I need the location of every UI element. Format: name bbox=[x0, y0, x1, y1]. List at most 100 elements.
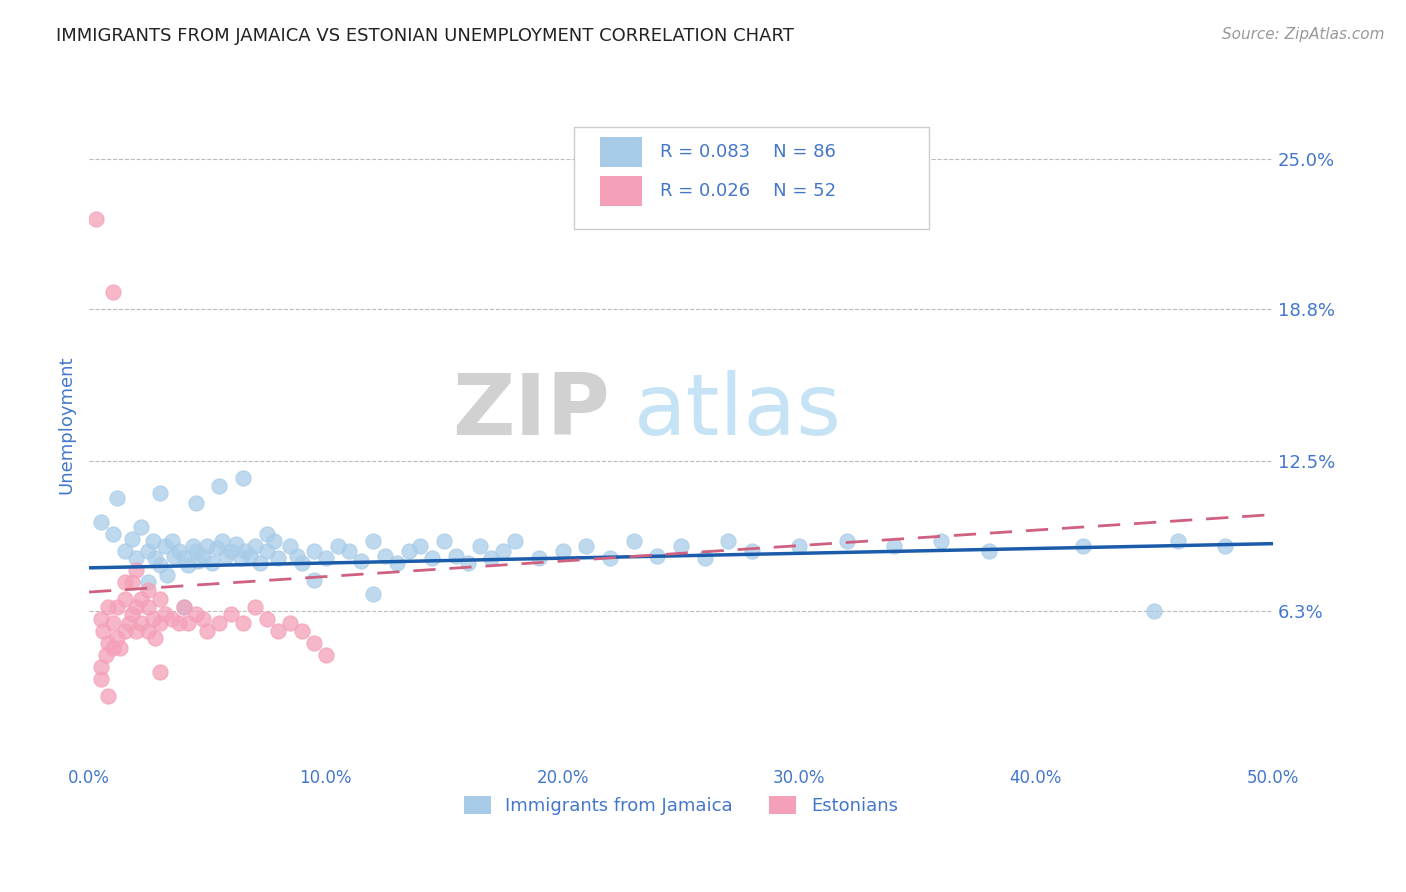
Point bbox=[669, 539, 692, 553]
Point bbox=[136, 582, 159, 597]
Point bbox=[187, 553, 209, 567]
Point bbox=[101, 616, 124, 631]
Point bbox=[197, 539, 219, 553]
Point bbox=[481, 551, 503, 566]
Point bbox=[160, 534, 183, 549]
Point bbox=[433, 534, 456, 549]
Point bbox=[693, 551, 716, 566]
Point bbox=[149, 486, 172, 500]
Point bbox=[385, 556, 408, 570]
Point bbox=[835, 534, 858, 549]
Point bbox=[291, 624, 314, 638]
Point bbox=[503, 534, 526, 549]
Point bbox=[143, 551, 166, 566]
Point bbox=[121, 532, 143, 546]
Point bbox=[136, 544, 159, 558]
Text: Source: ZipAtlas.com: Source: ZipAtlas.com bbox=[1222, 27, 1385, 42]
Point bbox=[107, 599, 129, 614]
Point bbox=[107, 631, 129, 645]
Point bbox=[398, 544, 420, 558]
Point bbox=[160, 612, 183, 626]
Point bbox=[468, 539, 491, 553]
Point bbox=[315, 551, 337, 566]
Point bbox=[177, 558, 200, 573]
Point bbox=[211, 534, 233, 549]
Point bbox=[91, 624, 114, 638]
Point bbox=[225, 536, 247, 550]
Text: R = 0.083    N = 86: R = 0.083 N = 86 bbox=[659, 143, 835, 161]
Point bbox=[219, 607, 242, 621]
Point bbox=[136, 599, 159, 614]
Y-axis label: Unemployment: Unemployment bbox=[58, 356, 75, 494]
Point bbox=[1213, 539, 1236, 553]
Point bbox=[114, 624, 136, 638]
Point bbox=[97, 636, 120, 650]
Point bbox=[326, 539, 349, 553]
Point bbox=[153, 539, 176, 553]
Point bbox=[444, 549, 467, 563]
Point bbox=[153, 607, 176, 621]
Point bbox=[191, 612, 214, 626]
Legend: Immigrants from Jamaica, Estonians: Immigrants from Jamaica, Estonians bbox=[457, 789, 905, 822]
Point bbox=[208, 616, 231, 631]
Point bbox=[129, 519, 152, 533]
Point bbox=[977, 544, 1000, 558]
Point bbox=[125, 551, 148, 566]
Point bbox=[108, 640, 131, 655]
Point bbox=[599, 551, 621, 566]
Point bbox=[256, 612, 278, 626]
Point bbox=[94, 648, 117, 662]
Point bbox=[107, 491, 129, 505]
Point bbox=[278, 616, 301, 631]
Point bbox=[929, 534, 952, 549]
Point bbox=[90, 672, 112, 686]
Point bbox=[118, 616, 141, 631]
Point bbox=[97, 689, 120, 703]
Point bbox=[315, 648, 337, 662]
Point bbox=[256, 527, 278, 541]
Point bbox=[173, 599, 195, 614]
Point bbox=[302, 544, 325, 558]
Point bbox=[232, 616, 254, 631]
Point bbox=[243, 539, 266, 553]
Point bbox=[361, 534, 384, 549]
Point bbox=[350, 553, 373, 567]
Point bbox=[302, 636, 325, 650]
Point bbox=[457, 556, 479, 570]
Point bbox=[787, 539, 810, 553]
Point bbox=[142, 534, 165, 549]
Point bbox=[121, 575, 143, 590]
Point bbox=[717, 534, 740, 549]
Point bbox=[267, 624, 290, 638]
Text: ZIP: ZIP bbox=[453, 370, 610, 453]
Point bbox=[114, 592, 136, 607]
Point bbox=[90, 612, 112, 626]
Point bbox=[215, 549, 238, 563]
Point bbox=[741, 544, 763, 558]
Point bbox=[229, 551, 252, 566]
Point bbox=[114, 544, 136, 558]
Point bbox=[575, 539, 598, 553]
Point bbox=[136, 624, 159, 638]
Point bbox=[173, 599, 195, 614]
Point bbox=[114, 575, 136, 590]
Point bbox=[527, 551, 550, 566]
Point bbox=[201, 556, 224, 570]
Bar bbox=[600, 176, 641, 206]
Point bbox=[256, 544, 278, 558]
Point bbox=[90, 515, 112, 529]
Point bbox=[129, 616, 152, 631]
Point bbox=[125, 599, 148, 614]
Point bbox=[156, 568, 179, 582]
Point bbox=[184, 495, 207, 509]
Point bbox=[149, 558, 172, 573]
Point bbox=[409, 539, 432, 553]
Point bbox=[374, 549, 396, 563]
Point bbox=[167, 616, 190, 631]
Point bbox=[278, 539, 301, 553]
Point bbox=[232, 471, 254, 485]
Point bbox=[97, 599, 120, 614]
Text: atlas: atlas bbox=[634, 370, 842, 453]
Point bbox=[143, 631, 166, 645]
Point bbox=[249, 556, 271, 570]
